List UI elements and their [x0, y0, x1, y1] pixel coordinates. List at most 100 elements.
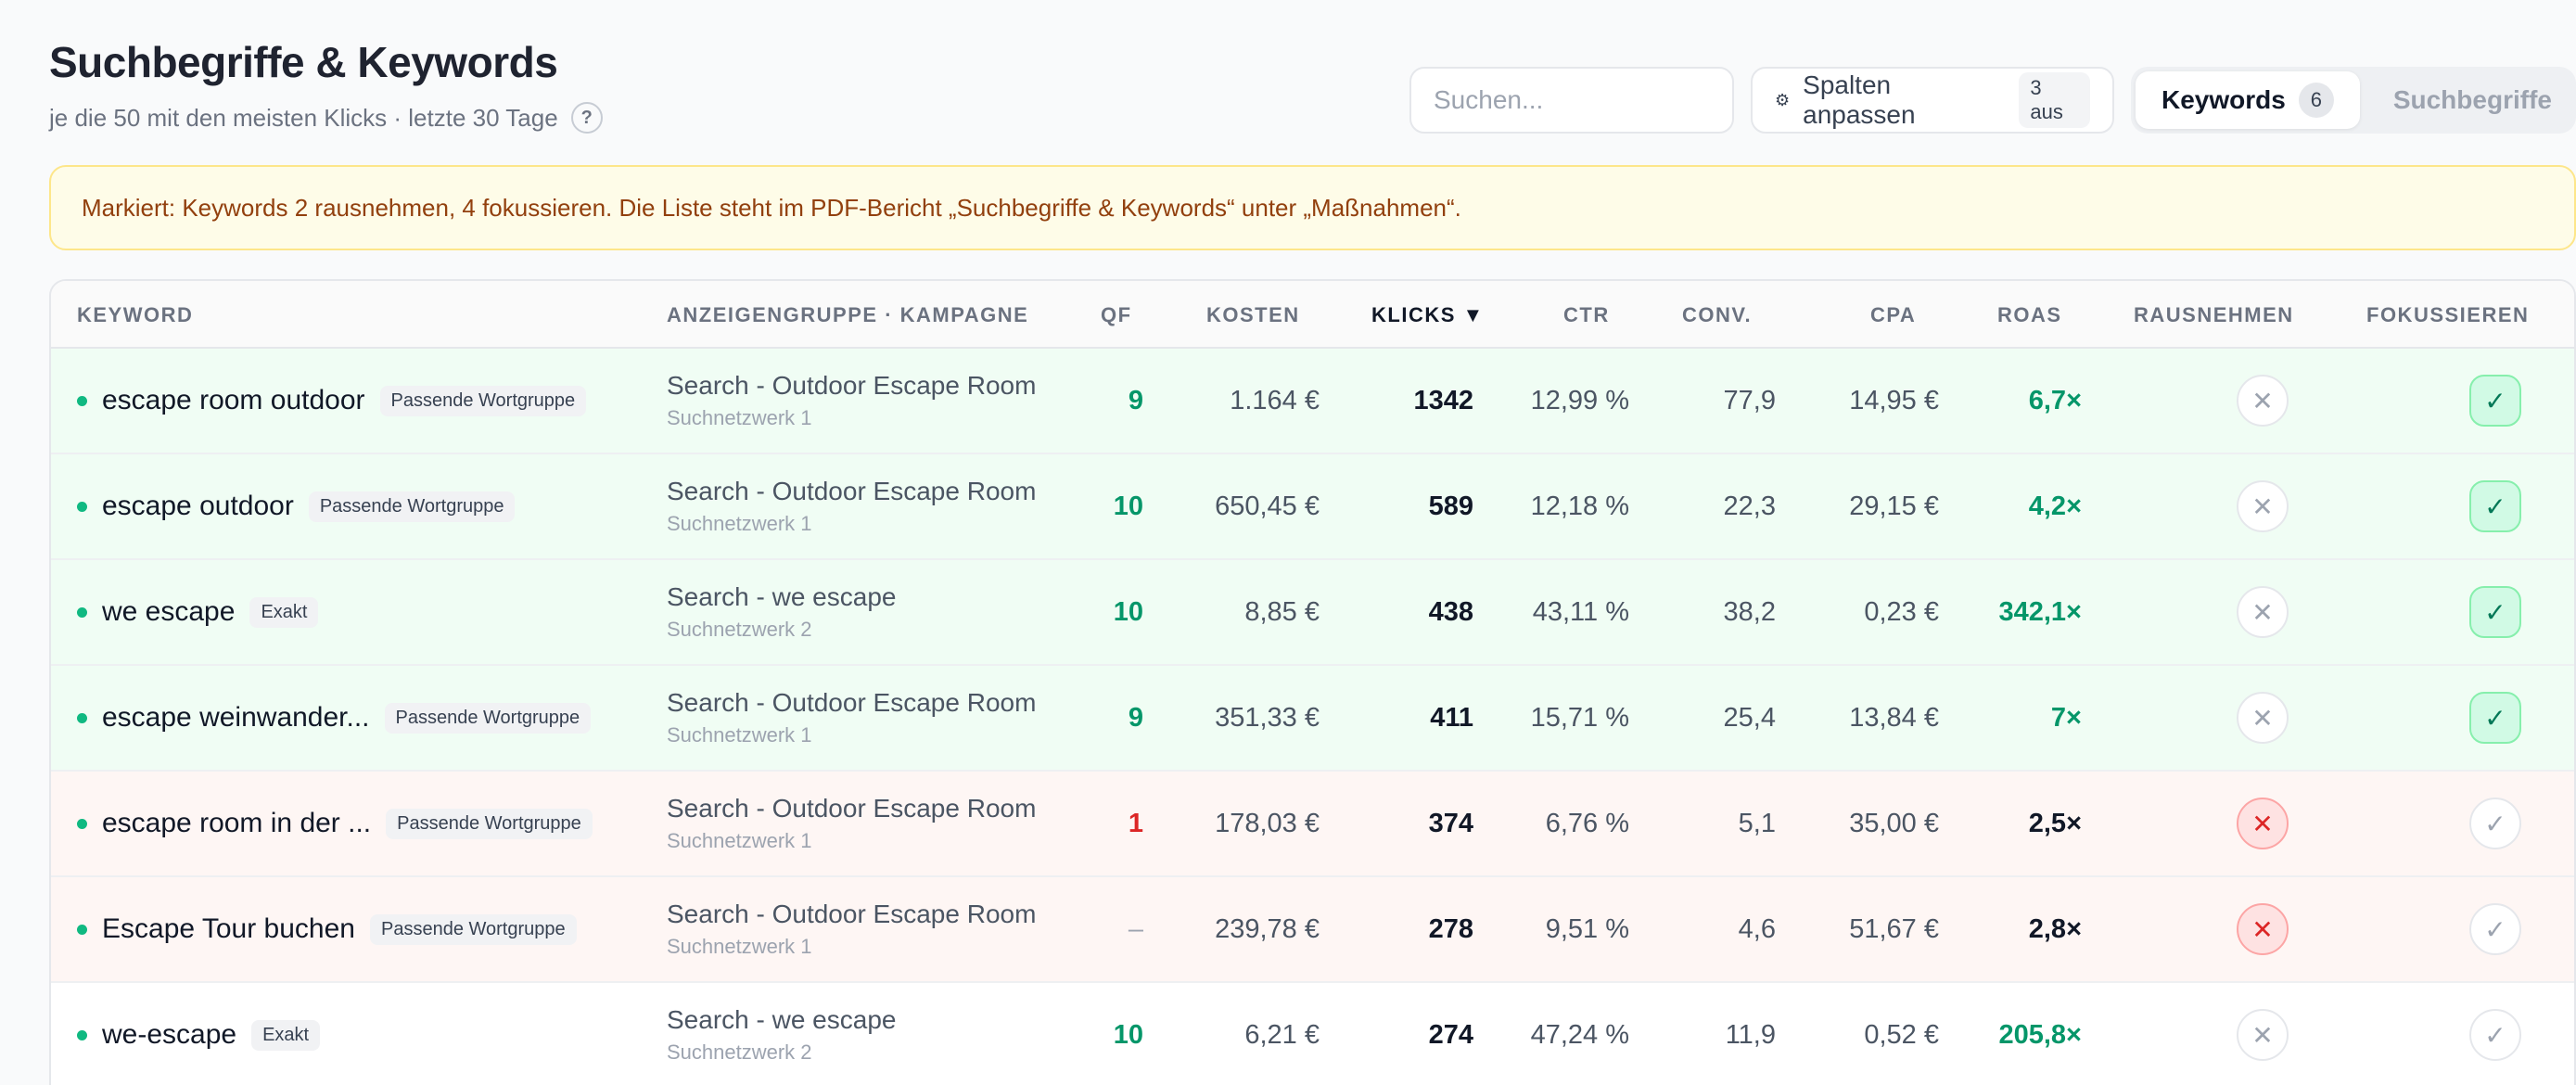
- col-header-fokussieren[interactable]: FOKUSSIEREN: [2366, 302, 2530, 326]
- focus-toggle-icon[interactable]: ✓: [2469, 798, 2521, 849]
- tab-keywords-label: Keywords: [2162, 85, 2286, 114]
- match-type-badge: Exakt: [251, 1019, 321, 1051]
- campaign-name: Suchnetzwerk 1: [667, 723, 812, 747]
- cpa-cell: 51,67 €: [1849, 913, 1939, 944]
- adgroup-cell: Search - Outdoor Escape Room Suchnetzwer…: [667, 772, 1036, 875]
- match-type-badge: Passende Wortgruppe: [386, 808, 593, 839]
- col-header-klicks[interactable]: KLICKS ▼: [1371, 302, 1485, 326]
- roas-cell: 7×: [2050, 702, 2082, 733]
- status-dot-icon: [77, 818, 87, 829]
- focus-cell: ✓: [2469, 666, 2521, 770]
- table-row[interactable]: escape room outdoor Passende Wortgruppe …: [51, 349, 2574, 454]
- ctr-cell: 12,99 %: [1530, 385, 1629, 415]
- col-header-rausnehmen[interactable]: RAUSNEHMEN: [2134, 302, 2294, 326]
- remove-toggle-icon[interactable]: ✕: [2237, 692, 2289, 744]
- focus-cell: ✓: [2469, 560, 2521, 664]
- adgroup-name: Search - we escape: [667, 582, 897, 611]
- tab-keywords[interactable]: Keywords 6: [2136, 71, 2360, 129]
- focus-toggle-icon[interactable]: ✓: [2469, 903, 2521, 955]
- page-subtitle: je die 50 mit den meisten Klicks · letzt…: [49, 102, 603, 134]
- adgroup-name: Search - we escape: [667, 1005, 897, 1034]
- customize-columns-label: Spalten anpassen: [1803, 70, 1916, 129]
- keyword-cell: escape room outdoor Passende Wortgruppe: [77, 349, 587, 453]
- customize-columns-button[interactable]: ⚙ Spalten anpassen 3 aus: [1751, 67, 2114, 134]
- view-toggle: Keywords 6 Suchbegriffe: [2131, 67, 2576, 134]
- status-dot-icon: [77, 1029, 87, 1040]
- kosten-cell: 650,45 €: [1215, 491, 1320, 521]
- cpa-cell: 13,84 €: [1849, 702, 1939, 733]
- search-input[interactable]: [1409, 67, 1734, 134]
- keyword-text: we-escape: [102, 1019, 237, 1050]
- focus-toggle-icon[interactable]: ✓: [2469, 692, 2521, 744]
- remove-toggle-icon[interactable]: ✕: [2237, 480, 2289, 532]
- qf-cell: 10: [1113, 1019, 1143, 1050]
- roas-cell: 4,2×: [2028, 491, 2082, 521]
- help-icon[interactable]: ?: [570, 102, 603, 134]
- table-row[interactable]: we-escape Exakt Search - we escape Suchn…: [51, 983, 2574, 1085]
- ctr-cell: 43,11 %: [1532, 596, 1629, 627]
- status-dot-icon: [77, 395, 87, 406]
- keyword-text: escape weinwander...: [102, 702, 370, 733]
- keyword-cell: escape room in der ... Passende Wortgrup…: [77, 772, 593, 875]
- table-row[interactable]: we escape Exakt Search - we escape Suchn…: [51, 560, 2574, 666]
- col-header-ctr[interactable]: CTR: [1563, 302, 1610, 326]
- focus-toggle-icon[interactable]: ✓: [2469, 586, 2521, 638]
- conv-cell: 38,2: [1723, 596, 1776, 627]
- col-header-kosten[interactable]: KOSTEN: [1206, 302, 1300, 326]
- col-header-adgroup[interactable]: ANZEIGENGRUPPE · KAMPAGNE: [667, 302, 1029, 326]
- focus-cell: ✓: [2469, 877, 2521, 981]
- conv-cell: 22,3: [1723, 491, 1776, 521]
- adgroup-cell: Search - we escape Suchnetzwerk 2: [667, 983, 896, 1085]
- table-row[interactable]: escape room in der ... Passende Wortgrup…: [51, 772, 2574, 877]
- focus-cell: ✓: [2469, 772, 2521, 875]
- adgroup-name: Search - Outdoor Escape Room: [667, 371, 1037, 400]
- col-header-keyword[interactable]: KEYWORD: [77, 302, 194, 326]
- klicks-cell: 274: [1428, 1019, 1473, 1050]
- col-header-roas[interactable]: ROAS: [1997, 302, 2062, 326]
- page-title: Suchbegriffe & Keywords: [49, 38, 558, 86]
- keyword-text: we escape: [102, 596, 236, 627]
- remove-cell: ✕: [2237, 454, 2289, 558]
- focus-toggle-icon[interactable]: ✓: [2469, 480, 2521, 532]
- tab-keywords-count: 6: [2298, 83, 2334, 118]
- klicks-cell: 278: [1428, 913, 1473, 944]
- ctr-cell: 12,18 %: [1530, 491, 1629, 521]
- remove-toggle-icon[interactable]: ✕: [2237, 1009, 2289, 1061]
- remove-toggle-icon[interactable]: ✕: [2237, 375, 2289, 427]
- col-header-cpa[interactable]: CPA: [1870, 302, 1917, 326]
- cpa-cell: 14,95 €: [1849, 385, 1939, 415]
- ctr-cell: 15,71 %: [1530, 702, 1629, 733]
- remove-toggle-icon[interactable]: ✕: [2237, 903, 2289, 955]
- keyword-cell: we escape Exakt: [77, 560, 319, 664]
- table-row[interactable]: escape weinwander... Passende Wortgruppe…: [51, 666, 2574, 772]
- table-row[interactable]: Escape Tour buchen Passende Wortgruppe S…: [51, 877, 2574, 983]
- keyword-cell: escape weinwander... Passende Wortgruppe: [77, 666, 592, 770]
- adgroup-cell: Search - Outdoor Escape Room Suchnetzwer…: [667, 666, 1036, 770]
- table-row[interactable]: escape outdoor Passende Wortgruppe Searc…: [51, 454, 2574, 560]
- qf-cell: –: [1128, 913, 1143, 944]
- adgroup-cell: Search - Outdoor Escape Room Suchnetzwer…: [667, 454, 1036, 558]
- conv-cell: 77,9: [1723, 385, 1776, 415]
- remove-toggle-icon[interactable]: ✕: [2237, 586, 2289, 638]
- col-header-qf[interactable]: QF: [1101, 302, 1132, 326]
- focus-toggle-icon[interactable]: ✓: [2469, 375, 2521, 427]
- remove-cell: ✕: [2237, 560, 2289, 664]
- roas-cell: 2,5×: [2028, 808, 2082, 838]
- status-dot-icon: [77, 924, 87, 935]
- match-type-badge: Passende Wortgruppe: [369, 913, 577, 945]
- focus-toggle-icon[interactable]: ✓: [2469, 1009, 2521, 1061]
- campaign-name: Suchnetzwerk 1: [667, 406, 812, 429]
- qf-cell: 10: [1113, 491, 1143, 521]
- focus-cell: ✓: [2469, 454, 2521, 558]
- cpa-cell: 0,23 €: [1864, 596, 1939, 627]
- roas-cell: 205,8×: [1998, 1019, 2082, 1050]
- tab-suchbegriffe[interactable]: Suchbegriffe: [2392, 85, 2552, 114]
- ctr-cell: 6,76 %: [1545, 808, 1629, 838]
- adgroup-name: Search - Outdoor Escape Room: [667, 794, 1037, 823]
- cpa-cell: 0,52 €: [1864, 1019, 1939, 1050]
- match-type-badge: Passende Wortgruppe: [379, 385, 587, 416]
- info-banner: Markiert: Keywords 2 rausnehmen, 4 fokus…: [49, 165, 2576, 250]
- col-header-conv[interactable]: CONV.: [1682, 302, 1753, 326]
- remove-toggle-icon[interactable]: ✕: [2237, 798, 2289, 849]
- keyword-cell: we-escape Exakt: [77, 983, 321, 1085]
